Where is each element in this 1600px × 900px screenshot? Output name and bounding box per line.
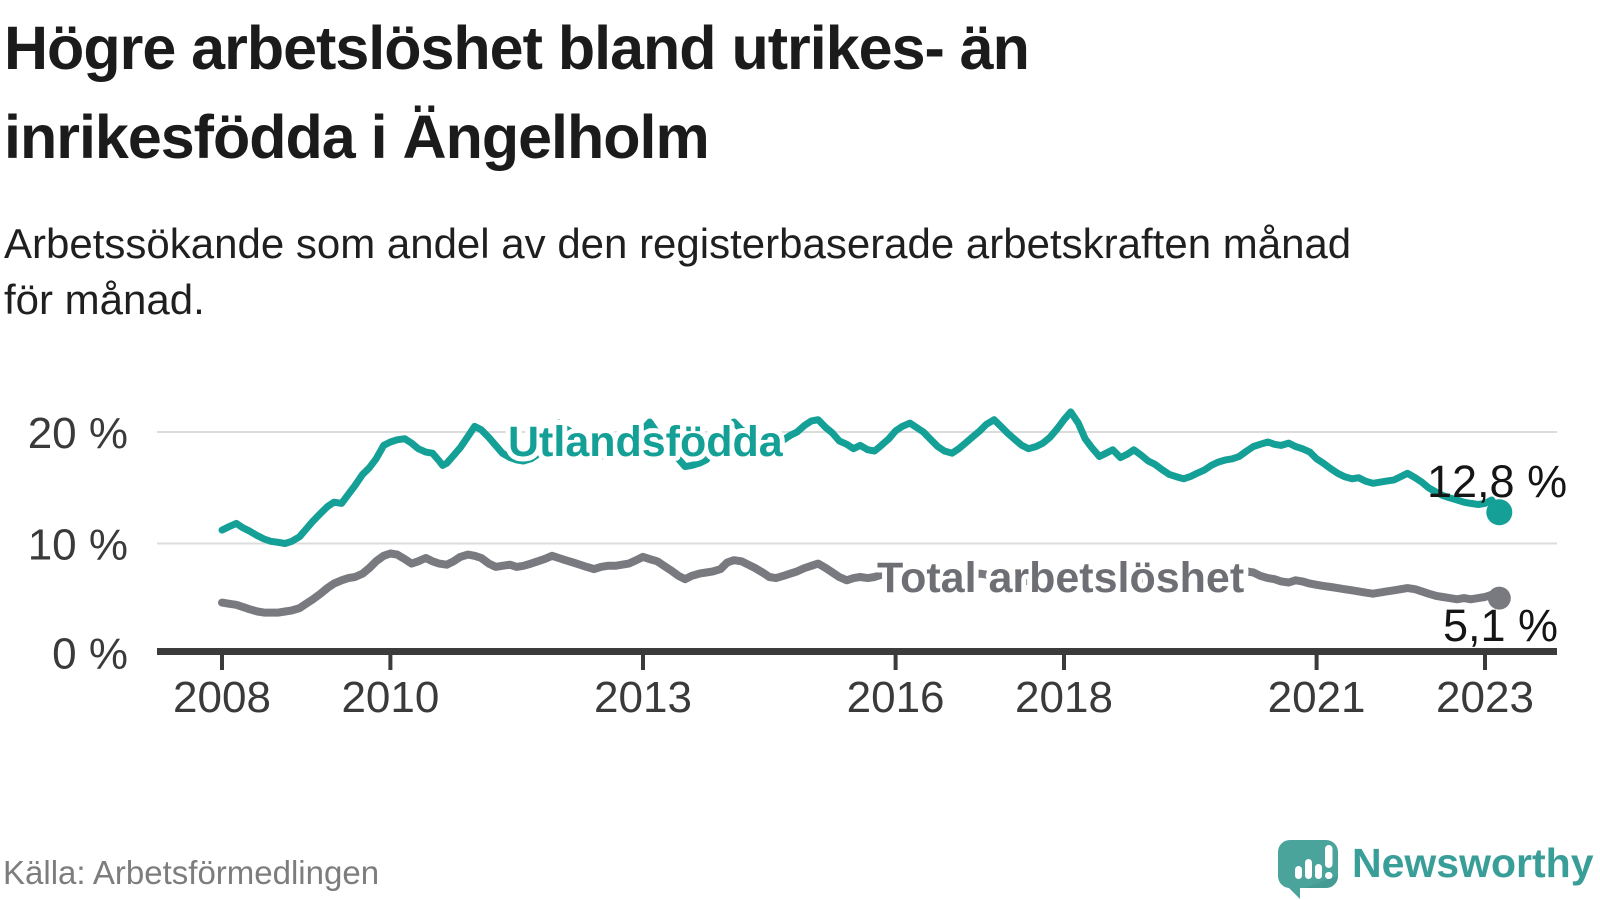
gridlines: 0 % 10 % 20 % — [28, 409, 1557, 679]
x-tick-label-2016: 2016 — [847, 673, 945, 722]
x-tick-label-2008: 2008 — [173, 673, 271, 722]
series-end-dots — [1486, 499, 1513, 610]
page-title: Högre arbetslöshet bland utrikes- än inr… — [4, 4, 1564, 182]
logo-bubble-shade — [1304, 852, 1338, 888]
logo-bar-3 — [1315, 864, 1322, 879]
logo-wordmark: Newsworthy — [1352, 840, 1594, 886]
page-subtitle-line2: för månad. — [4, 276, 205, 323]
x-axis: 2008 2010 2013 2016 2018 2021 2023 — [157, 648, 1557, 722]
end-dot-total — [1487, 586, 1511, 610]
page-subtitle: Arbetssökande som andel av den registerb… — [4, 216, 1564, 328]
logo-exclamation-dot — [1325, 872, 1333, 879]
source-attribution: Källa: Arbetsförmedlingen — [3, 854, 380, 891]
logo-bar-2 — [1305, 859, 1312, 879]
y-tick-label-0: 0 % — [52, 630, 128, 679]
x-tick-label-2023: 2023 — [1436, 673, 1534, 722]
series-line-utlandsfodda — [218, 408, 1503, 547]
series-label-utlandsfodda: Utlandsfödda — [508, 418, 784, 466]
series-label-total-arbetsloshet: Total arbetslöshet — [877, 554, 1244, 602]
x-tick-label-2018: 2018 — [1015, 673, 1113, 722]
y-tick-label-20: 20 % — [28, 409, 128, 458]
page-subtitle-line1: Arbetssökande som andel av den registerb… — [4, 220, 1352, 267]
end-value-total-arbetsloshet: 5,1 % — [1443, 600, 1558, 651]
newsworthy-bubble-icon — [1277, 840, 1338, 899]
end-dot-utlandsfodda — [1486, 499, 1513, 526]
x-tick-label-2010: 2010 — [341, 673, 439, 722]
logo-exclamation-bar — [1325, 845, 1333, 868]
x-tick-label-2013: 2013 — [594, 673, 692, 722]
end-value-utlandsfodda: 12,8 % — [1427, 456, 1567, 507]
series-lines — [218, 408, 1504, 617]
page-title-line1: Högre arbetslöshet bland utrikes- än — [4, 14, 1030, 82]
page-title-line2: inrikesfödda i Ängelholm — [4, 103, 710, 171]
series-line-total — [218, 549, 1504, 617]
logo-bar-1 — [1295, 866, 1302, 879]
y-tick-label-10: 10 % — [28, 521, 128, 570]
x-tick-label-2021: 2021 — [1268, 673, 1366, 722]
newsworthy-logo: Newsworthy — [1277, 840, 1594, 899]
